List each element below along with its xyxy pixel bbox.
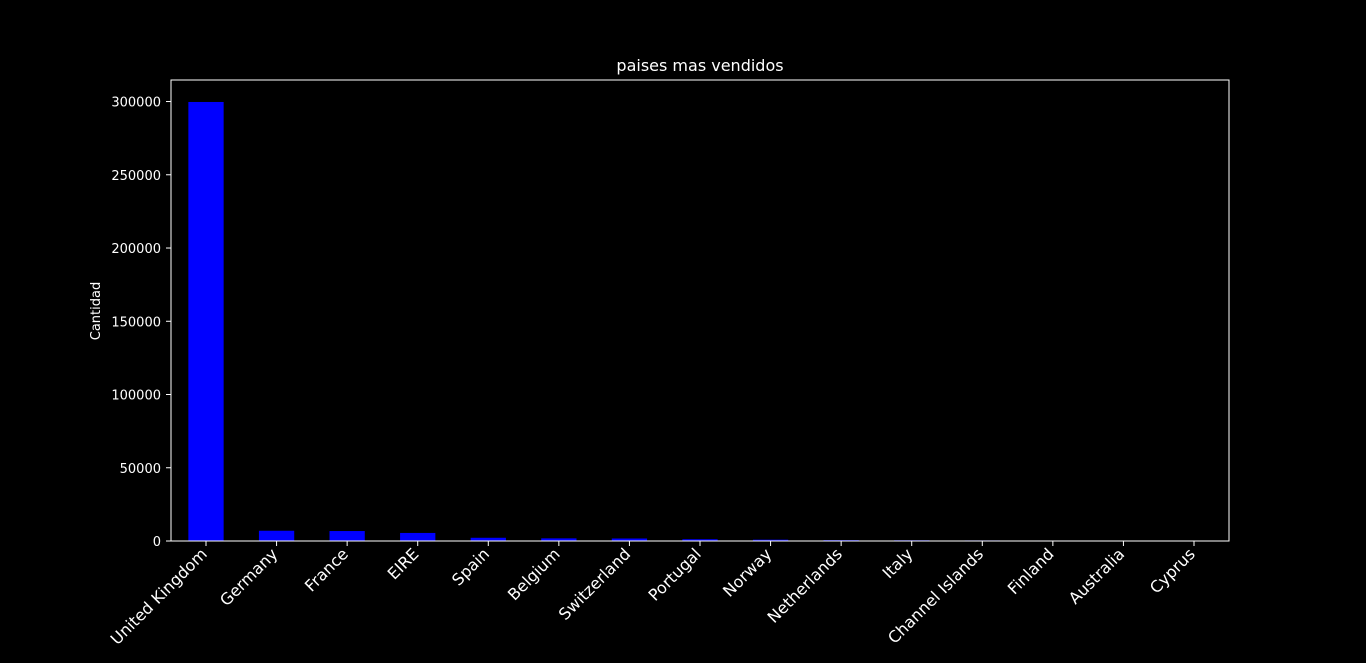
x-tick-label: France — [301, 544, 352, 595]
x-tick-label: Australia — [1065, 544, 1128, 607]
y-tick-label: 150000 — [111, 315, 161, 330]
x-tick-label: Germany — [216, 544, 281, 609]
x-tick-label: Belgium — [504, 544, 564, 604]
x-tick-label: Norway — [719, 544, 775, 600]
bar — [752, 539, 789, 541]
y-tick-label: 0 — [153, 535, 161, 550]
y-tick-label: 50000 — [120, 462, 161, 477]
bar — [611, 538, 648, 541]
y-axis-ticks: 0 50000 100000 150000 200000 250000 300000 — [111, 96, 171, 550]
bar — [188, 101, 224, 542]
x-tick-label: Finland — [1004, 544, 1058, 598]
x-tick-label: United Kingdom — [107, 544, 211, 648]
bar — [400, 532, 436, 541]
x-axis-ticks: United Kingdom Germany France EIRE Spain Belg… — [107, 541, 1199, 649]
plot-frame — [170, 79, 1230, 542]
bar-group — [188, 101, 1212, 542]
x-tick-label: Switzerland — [555, 544, 634, 623]
y-tick-label: 300000 — [111, 96, 161, 111]
bar — [541, 538, 577, 541]
bar — [258, 530, 295, 541]
bar — [329, 531, 365, 541]
y-tick-label: 100000 — [111, 389, 161, 404]
y-axis-label: Cantidad — [89, 282, 104, 340]
y-tick-label: 250000 — [111, 169, 161, 184]
x-tick-label: Portugal — [645, 544, 705, 604]
x-tick-label: Spain — [448, 544, 493, 589]
bar — [470, 537, 506, 541]
x-tick-label: EIRE — [384, 544, 423, 583]
chart-title: paises mas vendidos — [616, 56, 783, 75]
y-tick-label: 200000 — [111, 242, 161, 257]
bar — [682, 539, 718, 541]
x-tick-label: Italy — [879, 544, 917, 582]
x-tick-label: Cyprus — [1146, 544, 1199, 597]
x-tick-label: Netherlands — [764, 544, 846, 626]
